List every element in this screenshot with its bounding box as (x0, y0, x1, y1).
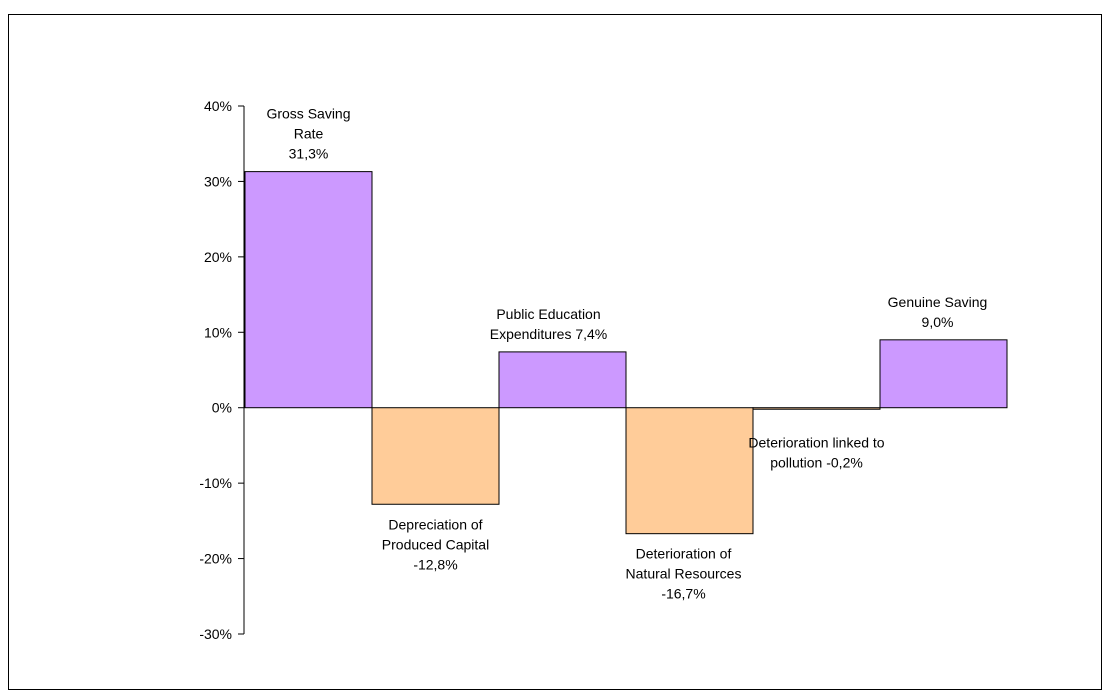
y-tick-label: -10% (199, 475, 232, 491)
bar-data-label: Rate (294, 126, 324, 142)
y-tick-label: 30% (204, 173, 232, 189)
bar-data-label: Deterioration linked to (748, 435, 884, 451)
bar-data-label: Deterioration of (636, 546, 732, 562)
bar-data-label: -12,8% (413, 556, 457, 572)
bar-data-label: Expenditures 7,4% (490, 326, 608, 342)
bar-data-label: Public Education (496, 306, 600, 322)
y-tick-label: 10% (204, 324, 232, 340)
y-tick-label: -20% (199, 551, 232, 567)
bar-data-label: Produced Capital (382, 536, 489, 552)
bar-data-label: Gross Saving (266, 106, 350, 122)
bar-data-label: 9,0% (922, 314, 954, 330)
bar (498, 351, 627, 409)
bar-series (244, 171, 1008, 535)
bar-data-label: pollution -0,2% (770, 455, 863, 471)
chart-frame (8, 14, 1102, 690)
y-tick-label: 40% (204, 98, 232, 114)
bar (879, 339, 1008, 409)
data-labels: Gross Saving Rate 31,3% Depreciation of Prod… (266, 106, 987, 602)
bar-data-label: 31,3% (289, 146, 329, 162)
y-tick-label: 0% (212, 400, 232, 416)
bar (244, 171, 373, 409)
bar-data-label: -16,7% (661, 586, 705, 602)
y-tick-label: -30% (199, 626, 232, 642)
y-axis: 40% 30% 20% 10% 0% -10% -20% -30% (199, 98, 245, 642)
bar (625, 407, 754, 535)
bar-data-label: Natural Resources (626, 566, 742, 582)
bar (752, 407, 881, 410)
bar-data-label: Depreciation of (388, 516, 482, 532)
bar (371, 407, 500, 505)
y-tick-label: 20% (204, 249, 232, 265)
bar-data-label: Genuine Saving (888, 294, 988, 310)
